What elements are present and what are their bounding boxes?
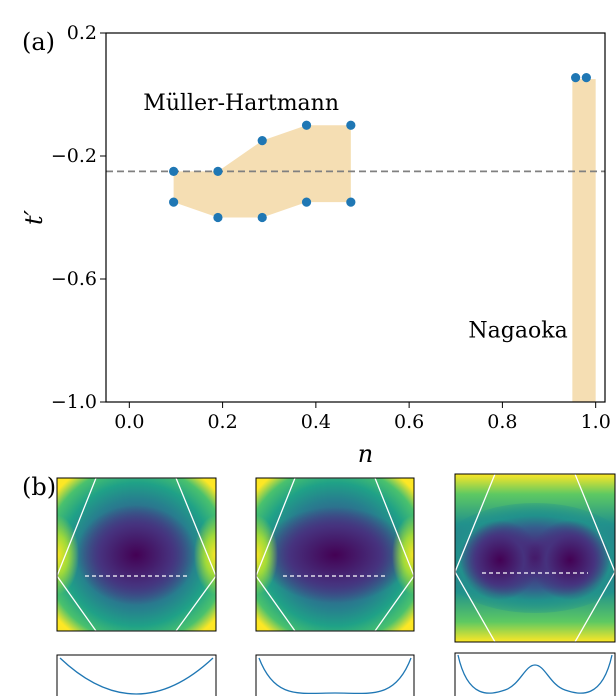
region-1 — [572, 79, 596, 402]
y-axis-label: t′ — [20, 209, 48, 225]
data-point-4 — [257, 136, 267, 146]
x-tick-label-4: 0.8 — [487, 411, 517, 433]
y-tick-label-2: −0.6 — [51, 268, 97, 290]
data-point-10 — [571, 72, 581, 83]
x-tick-label-2: 0.4 — [301, 411, 331, 433]
data-point-0 — [169, 166, 179, 176]
dispersion-curve-2 — [258, 657, 412, 695]
data-point-6 — [301, 120, 312, 130]
heatmap-panel-3 — [455, 474, 615, 642]
x-tick-label-1: 0.2 — [207, 411, 237, 433]
region-label-1: Nagaoka — [468, 318, 567, 343]
data-point-7 — [301, 197, 312, 207]
data-point-1 — [169, 197, 179, 207]
y-tick-label-0: 0.2 — [67, 22, 97, 44]
heatmap-frame-2 — [255, 477, 415, 632]
dispersion-panel-2 — [255, 654, 415, 696]
x-tick-label-0: 0.0 — [114, 411, 144, 433]
plot-area-a: Müller-Hartmann Nagaoka 0.0 0.2 0.4 0.6 0.8 1.0… — [20, 22, 611, 468]
y-tick-label-3: −1.0 — [51, 391, 97, 413]
dispersion-panel-3 — [454, 652, 616, 696]
x-tick-label-3: 0.6 — [394, 411, 424, 433]
dispersion-panel-1 — [56, 654, 217, 696]
dispersion-curve-3 — [457, 654, 613, 694]
panel-label-b: (b) — [22, 473, 56, 501]
heatmap-panel-1 — [57, 478, 216, 631]
data-point-5 — [257, 212, 267, 223]
heatmap-panel-2 — [256, 478, 414, 631]
axes-frame — [105, 32, 606, 403]
dispersion-curve-1 — [59, 657, 214, 695]
region-label-0: Müller-Hartmann — [143, 91, 339, 116]
heatmap-frame-3 — [454, 473, 616, 643]
panel-label-a: (a) — [22, 28, 55, 56]
x-tick-label-5: 1.0 — [581, 411, 611, 433]
data-point-8 — [346, 120, 356, 130]
data-point-11 — [581, 72, 591, 83]
data-point-2 — [213, 166, 223, 176]
data-point-3 — [213, 212, 223, 223]
data-point-9 — [346, 197, 356, 207]
x-axis-label: n — [358, 440, 373, 468]
y-tick-label-1: −0.2 — [51, 145, 97, 167]
heatmap-frame-1 — [56, 477, 217, 632]
